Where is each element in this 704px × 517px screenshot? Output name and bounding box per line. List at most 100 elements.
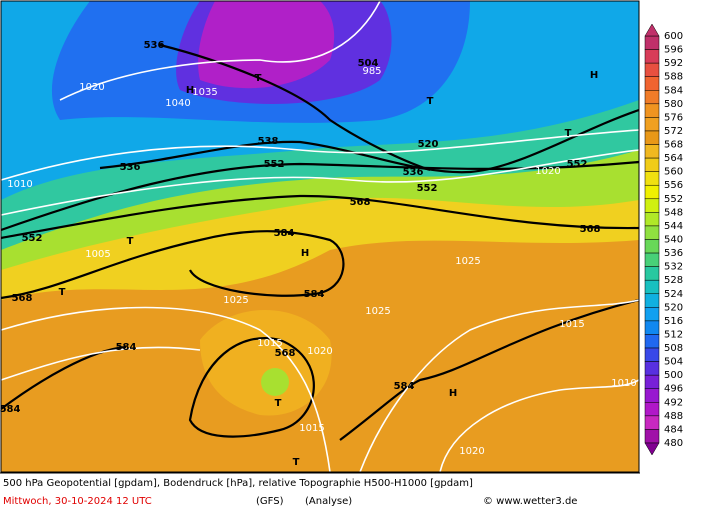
- colorbar-cell: [644, 293, 660, 308]
- height-label: 568: [580, 224, 601, 235]
- pressure-center: T: [255, 73, 262, 84]
- isobar-label: 985: [362, 66, 381, 77]
- colorbar-cell: [644, 157, 660, 172]
- colorbar-cell: [644, 90, 660, 105]
- colorbar-label: 508: [664, 343, 683, 354]
- colorbar-arrow-bottom: [644, 442, 660, 456]
- colorbar-label: 512: [664, 329, 683, 340]
- pressure-center: T: [565, 128, 572, 139]
- height-label: 536: [120, 162, 141, 173]
- isobar-label: 1025: [455, 256, 480, 267]
- height-label: 568: [275, 348, 296, 359]
- colorbar-label: 556: [664, 180, 683, 191]
- isobar-label: 1015: [559, 319, 584, 330]
- colorbar-cell: [644, 144, 660, 159]
- map-frame: [0, 0, 640, 473]
- colorbar-cell: [644, 320, 660, 335]
- colorbar-label: 496: [664, 384, 683, 395]
- colorbar-label: 568: [664, 140, 683, 151]
- colorbar-label: 588: [664, 72, 683, 83]
- colorbar-label: 572: [664, 126, 683, 137]
- colorbar-cell: [644, 130, 660, 145]
- height-label: 504: [358, 58, 379, 69]
- isobar-label: 1005: [85, 249, 110, 260]
- pressure-center: T: [127, 236, 134, 247]
- colorbar-cell: [644, 415, 660, 430]
- colorbar-label: 484: [664, 424, 683, 435]
- colorbar-cell: [644, 103, 660, 118]
- colorbar-cell: [644, 307, 660, 322]
- colorbar-label: 524: [664, 289, 683, 300]
- isobar-label: 1010: [611, 378, 636, 389]
- colorbar-label: 592: [664, 58, 683, 69]
- pressure-center: T: [427, 96, 434, 107]
- isobar-label: 1020: [307, 346, 332, 357]
- colorbar-cell: [644, 252, 660, 267]
- colorbar-cell: [644, 198, 660, 213]
- colorbar-label: 600: [664, 31, 683, 42]
- colorbar-cell: [644, 279, 660, 295]
- pressure-center: T: [275, 398, 282, 409]
- pressure-center: H: [449, 388, 457, 399]
- colorbar-label: 500: [664, 370, 683, 381]
- colorbar-cell: [644, 402, 660, 417]
- footer-credit: © www.wetter3.de: [483, 496, 577, 507]
- pressure-isobars: [0, 0, 640, 473]
- height-label: 538: [258, 136, 279, 147]
- colorbar-label: 584: [664, 85, 683, 96]
- colorbar-label: 480: [664, 438, 683, 449]
- colorbar-cell: [644, 374, 660, 389]
- height-label: 584: [394, 381, 415, 392]
- colorbar-cell: [644, 266, 660, 281]
- colorbar-cell: [644, 239, 660, 254]
- colorbar-label: 528: [664, 275, 683, 286]
- height-label: 568: [12, 293, 33, 304]
- colorbar-arrow-top: [644, 23, 660, 37]
- footer-model: (GFS): [256, 496, 284, 507]
- footer-date: Mittwoch, 30-10-2024 12 UTC: [3, 496, 152, 507]
- colorbar-label: 564: [664, 153, 683, 164]
- pressure-center: H: [301, 248, 309, 259]
- colorbar-cell: [644, 212, 660, 227]
- pressure-center: H: [186, 85, 194, 96]
- pressure-center: H: [590, 70, 598, 81]
- colorbar-label: 516: [664, 316, 683, 327]
- colorbar-label: 548: [664, 207, 683, 218]
- colorbar-cell: [644, 388, 660, 403]
- height-label: 584: [0, 404, 20, 415]
- colorbar-label: 596: [664, 45, 683, 56]
- isobar-label: 1035: [192, 87, 217, 98]
- colorbar-label: 536: [664, 248, 683, 259]
- isobar-label: 1020: [535, 166, 560, 177]
- pressure-center: T: [293, 457, 300, 468]
- height-label: 584: [274, 228, 295, 239]
- height-contours: [0, 43, 640, 441]
- colorbar-cell: [644, 35, 660, 50]
- colorbar: 600 596 592 588 584 580 576 572 568 564 560 556 552 5…: [644, 23, 683, 456]
- colorbar-label: 540: [664, 235, 683, 246]
- height-label: 584: [304, 289, 325, 300]
- colorbar-label: 488: [664, 411, 683, 422]
- colorbar-label: 504: [664, 357, 683, 368]
- colorbar-label: 532: [664, 262, 683, 273]
- height-label: 520: [418, 139, 439, 150]
- colorbar-label: 492: [664, 397, 683, 408]
- colorbar-cell: [644, 361, 660, 376]
- colorbar-cell: [644, 334, 660, 349]
- isobar-label: 1010: [7, 179, 32, 190]
- height-label: 536: [144, 40, 165, 51]
- cutoff-core: [261, 368, 289, 396]
- height-label: 552: [417, 183, 438, 194]
- isobar-label: 1025: [223, 295, 248, 306]
- colorbar-label: 520: [664, 302, 683, 313]
- colorbar-cell: [644, 62, 660, 77]
- map-area: [0, 0, 640, 473]
- height-label: 568: [350, 197, 371, 208]
- footer-title: 500 hPa Geopotential [gpdam], Bodendruck…: [3, 478, 473, 489]
- colorbar-cell: [644, 347, 660, 362]
- isobar-label: 1015: [299, 423, 324, 434]
- colorbar-cell: [644, 49, 660, 64]
- colorbar-label: 552: [664, 194, 683, 205]
